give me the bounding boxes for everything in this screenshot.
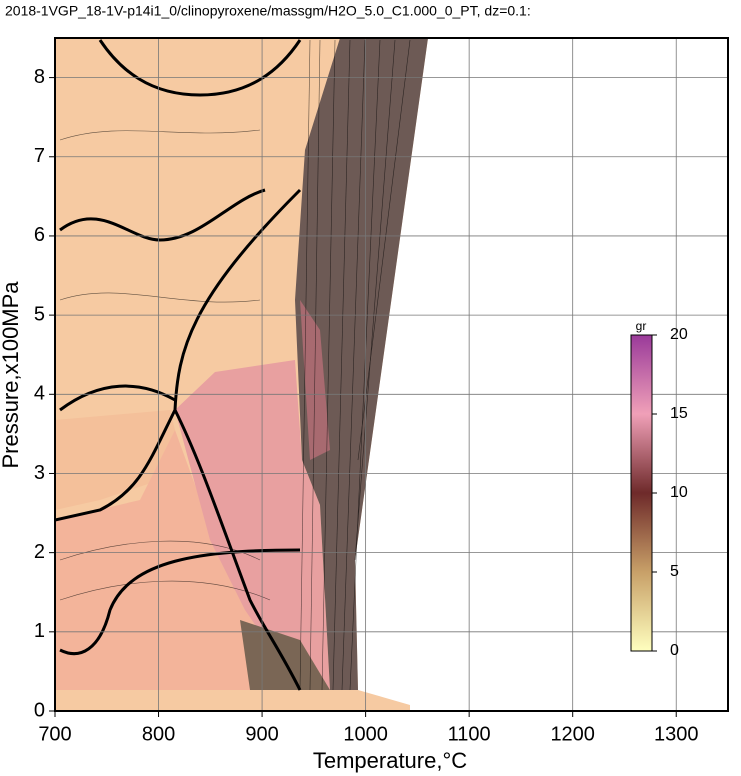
plot-frame — [54, 37, 729, 712]
colorbar-tick-label: 20 — [670, 326, 688, 343]
contour-line — [59, 39, 411, 691]
x-tick-label: 1100 — [448, 723, 491, 745]
y-tick-label: 0 — [34, 699, 45, 721]
region — [295, 38, 428, 690]
x-tick-label: 1300 — [654, 723, 699, 745]
contour-field — [55, 38, 428, 711]
y-tick-label: 5 — [34, 303, 45, 325]
y-tick-label: 7 — [34, 145, 45, 167]
y-axis-label: Pressure,x100MPa — [0, 281, 23, 469]
region — [55, 410, 175, 510]
x-tick-label: 800 — [142, 723, 175, 745]
chart-title: 2018-1VGP_18-1V-p14i1_0/clinopyroxene/ma… — [5, 3, 531, 19]
x-tick-label: 900 — [245, 723, 278, 745]
y-tick-label: 6 — [34, 224, 45, 246]
region — [175, 360, 330, 690]
region — [240, 620, 330, 690]
x-tick-label: 1000 — [343, 723, 388, 745]
colorbar-tick-label: 5 — [670, 563, 679, 580]
colorbar-bar — [630, 334, 653, 652]
x-tick-label: 700 — [38, 723, 71, 745]
y-tick-label: 2 — [34, 541, 45, 563]
colorbar: gr — [630, 319, 653, 652]
colorbar-label: gr — [636, 319, 647, 333]
colorbar-tick-label: 10 — [670, 484, 688, 501]
y-tick-label: 3 — [34, 462, 45, 484]
x-axis-label: Temperature,°C — [313, 748, 467, 773]
y-tick-label: 4 — [34, 383, 45, 405]
y-tick-label: 8 — [34, 66, 45, 88]
colorbar-tick-label: 15 — [670, 405, 688, 422]
x-tick-label: 1200 — [550, 723, 595, 745]
colorbar-tick-label: 0 — [670, 642, 679, 659]
y-tick-label: 1 — [34, 620, 45, 642]
